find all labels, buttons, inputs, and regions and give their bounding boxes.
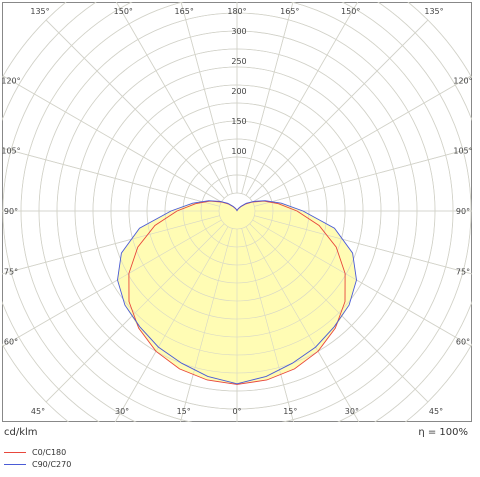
radial-tick-label: 150 [231, 117, 246, 126]
grid-spoke-overlay [249, 19, 429, 199]
grid-spoke-overlay [3, 75, 222, 203]
legend-label-c90: C90/C270 [32, 459, 72, 469]
unit-label: cd/klm [4, 427, 38, 438]
legend-swatch-c0 [4, 451, 26, 453]
grid-spoke-overlay [252, 75, 471, 203]
grid-spoke-overlay [45, 19, 225, 199]
grid-spoke-overlay [3, 219, 222, 347]
grid-spoke-overlay [245, 226, 360, 422]
angle-label: 135° [30, 7, 49, 16]
angle-label: 120° [453, 77, 472, 86]
grid-spoke-overlay [45, 223, 225, 403]
angle-label: 60° [4, 338, 18, 347]
grid-spoke-overlay [180, 228, 233, 422]
angle-label: 15° [283, 407, 297, 416]
series-layer [117, 200, 357, 385]
angle-label: 150° [341, 7, 360, 16]
grid-spoke-overlay [252, 219, 471, 347]
grid-spoke-overlay [241, 228, 294, 422]
angle-label: 165° [175, 7, 194, 16]
distribution-fill [2, 2, 472, 422]
angle-label: 30° [345, 407, 359, 416]
grid-spoke-overlay [245, 2, 359, 196]
angle-label: 105° [1, 146, 20, 155]
polar-chart: 100 150 200 250 300 135° 150° 165° 180° 165° 150°… [1, 2, 473, 422]
angle-label: 120° [1, 77, 20, 86]
radial-tick-label: 200 [231, 87, 246, 96]
grid-spoke-overlay [254, 215, 472, 275]
radial-tick-label: 300 [231, 27, 246, 36]
angle-label: 150° [114, 7, 133, 16]
radial-tick-label: 250 [231, 57, 246, 66]
grid-spoke-overlay [180, 2, 233, 194]
angle-label: 45° [429, 407, 443, 416]
legend-item-c90: C90/C270 [4, 458, 71, 470]
grid-spoke-overlay [2, 147, 220, 207]
angle-labels: 135° 150° 165° 180° 165° 150° 135° 120° 120° 105°… [1, 7, 472, 416]
efficiency-label: η = 100% [418, 427, 468, 438]
legend-swatch-c90 [4, 463, 26, 465]
grid-spoke-overlay [114, 226, 229, 422]
angle-label: 180° [227, 7, 246, 16]
angle-label: 75° [456, 268, 470, 277]
legend-item-c0: C0/C180 [4, 446, 71, 458]
angle-label: 30° [115, 407, 129, 416]
angle-label: 105° [453, 146, 472, 155]
angle-label: 165° [280, 7, 299, 16]
grid-spoke-overlay [254, 147, 472, 207]
grid-spoke-overlay [249, 223, 429, 403]
angle-label: 0° [232, 407, 241, 416]
angle-label: 15° [177, 407, 191, 416]
angle-label: 60° [456, 338, 470, 347]
series-line-c90-c270 [117, 200, 357, 385]
legend: C0/C180 C90/C270 [4, 446, 71, 470]
angle-label: 90° [456, 207, 470, 216]
radial-tick-labels: 100 150 200 250 300 [231, 27, 246, 156]
grid-spoke-overlay [115, 2, 229, 196]
legend-label-c0: C0/C180 [32, 447, 67, 457]
grid-spoke-overlay [241, 2, 294, 194]
angle-label: 75° [4, 268, 18, 277]
radial-tick-label: 100 [231, 147, 246, 156]
angle-label: 45° [31, 407, 45, 416]
angle-label: 90° [4, 207, 18, 216]
grid-spoke-overlay [2, 215, 220, 275]
angle-label: 135° [424, 7, 443, 16]
